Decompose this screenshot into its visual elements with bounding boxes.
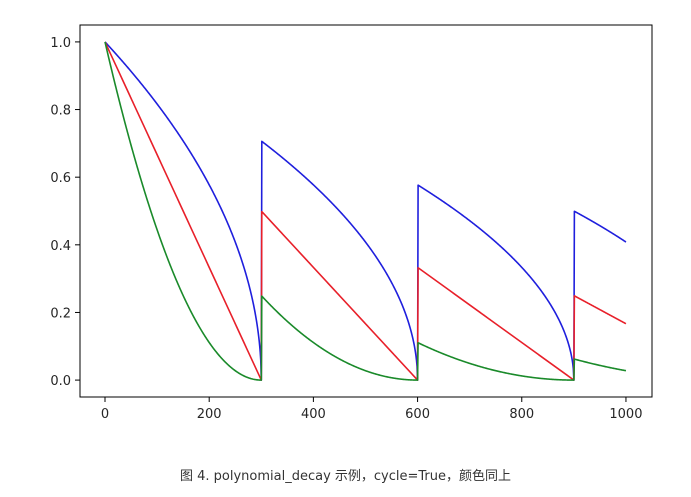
y-tick-label: 0.0 — [50, 374, 71, 389]
y-tick-label: 0.4 — [50, 239, 71, 254]
plot-frame — [79, 24, 653, 398]
y-tick-label: 0.8 — [50, 104, 71, 119]
y-tick-label: 0.6 — [50, 171, 71, 186]
x-tick-label: 400 — [301, 407, 326, 422]
x-tick-label: 600 — [405, 407, 430, 422]
x-tick-label: 0 — [101, 407, 109, 422]
series-line-0 — [104, 41, 627, 381]
figure-caption: 图 4. polynomial_decay 示例，cycle=True，颜色同上 — [179, 469, 512, 484]
x-tick-label: 1000 — [609, 407, 642, 422]
x-tick-label: 200 — [197, 407, 222, 422]
x-axis: 0 200 400 600 800 1000 — [101, 397, 642, 422]
y-tick-label: 0.2 — [50, 306, 71, 321]
series-layer — [104, 41, 627, 381]
y-axis: 0.0 0.2 0.4 0.6 0.8 1.0 — [50, 36, 80, 389]
series-line-1 — [104, 41, 627, 381]
series-line-2 — [104, 41, 627, 381]
y-tick-label: 1.0 — [50, 36, 71, 51]
x-tick-label: 800 — [509, 407, 534, 422]
